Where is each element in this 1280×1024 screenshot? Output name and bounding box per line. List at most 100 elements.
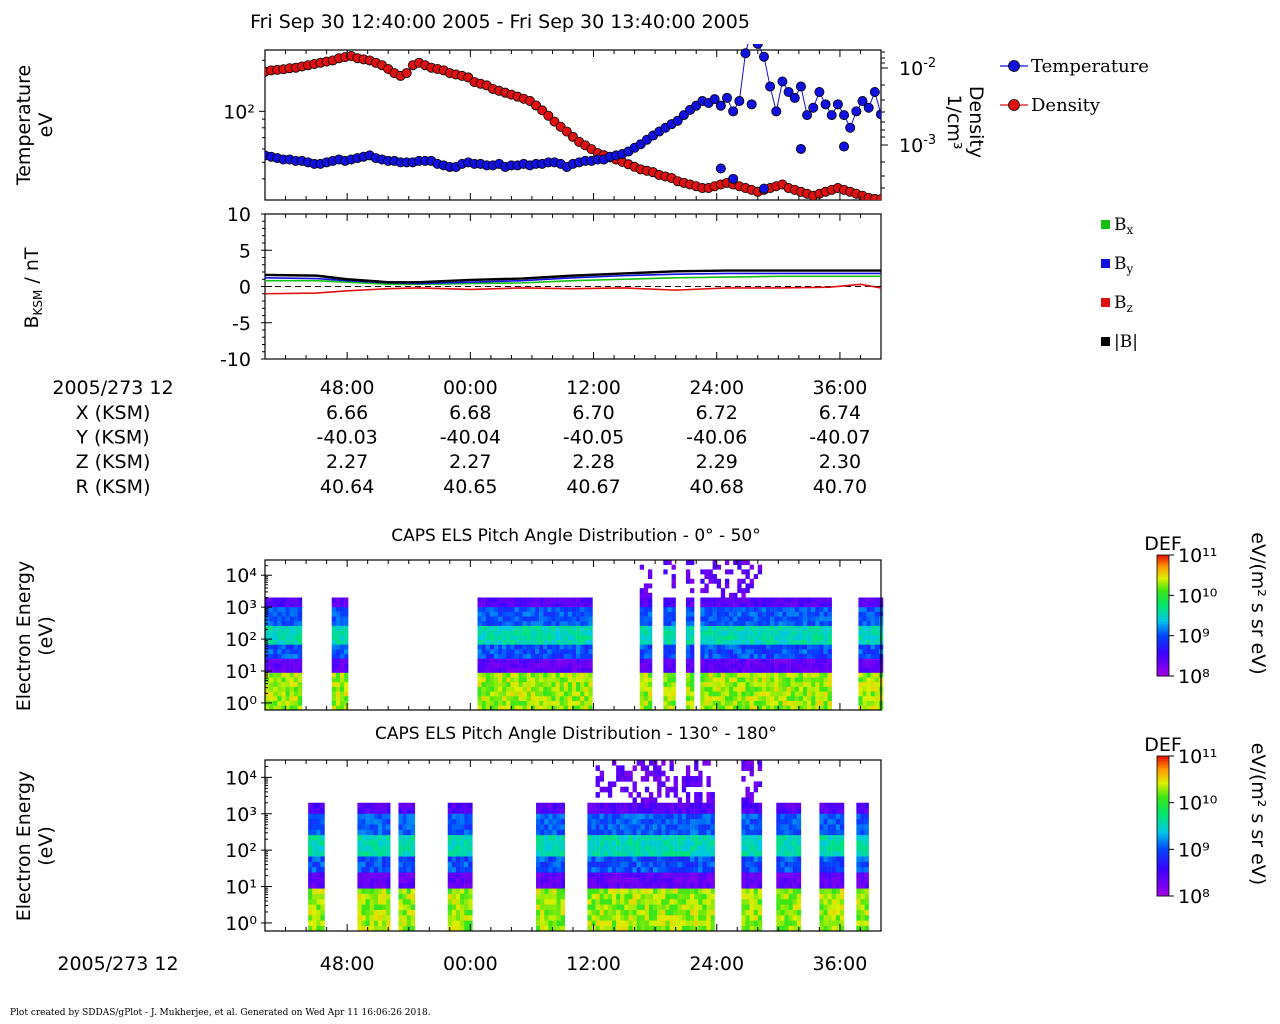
spectrogram-cell	[402, 898, 407, 905]
spectrogram-cell	[398, 818, 403, 825]
temperature-point	[728, 173, 739, 184]
spectrogram-cell	[685, 920, 691, 926]
spectrogram-cell	[780, 861, 785, 868]
spectrogram-cell	[796, 808, 802, 814]
spectrogram-cell	[694, 893, 699, 900]
spectrogram-cell	[802, 700, 808, 706]
spectrogram-cell	[788, 904, 793, 910]
spectrogram-cell	[860, 850, 865, 857]
spectrogram-cell	[460, 914, 465, 921]
spectrogram-cell	[653, 840, 658, 846]
spectrogram-cell	[331, 611, 337, 617]
spectrogram-cell	[632, 898, 637, 905]
spectrogram-cell	[560, 829, 565, 836]
spectrogram-cell	[860, 898, 865, 905]
spectrogram-cell	[552, 813, 557, 820]
spectrogram-cell	[616, 888, 621, 894]
spectrogram-cell	[402, 914, 407, 921]
spectrogram-cell	[831, 914, 837, 921]
spectrogram-cell	[673, 914, 678, 921]
spectrogram-cell	[839, 882, 845, 889]
spectrogram-cell	[530, 644, 536, 650]
spectrogram-cell	[563, 705, 569, 711]
spectrogram-cell	[571, 611, 577, 617]
spectrogram-cell	[708, 578, 713, 584]
spectrogram-cell	[377, 845, 383, 852]
spectrogram-cell	[643, 667, 649, 673]
spectrogram-cell	[766, 663, 771, 669]
spectrogram-cell	[698, 845, 703, 852]
spectrogram-cell	[835, 818, 841, 825]
spectrogram-cell	[860, 808, 865, 814]
spectrogram-cell	[540, 925, 545, 932]
spectrogram-cell	[331, 639, 337, 645]
spectrogram-cell	[636, 808, 641, 814]
spectrogram-cell	[514, 649, 519, 655]
els-pad-130-180-spectrogram	[308, 760, 869, 932]
spectrogram-cell	[398, 893, 403, 900]
spectrogram-cell	[522, 602, 528, 608]
spectrogram-cell	[770, 630, 775, 636]
spectrogram-cell	[620, 872, 625, 878]
spectrogram-cell	[827, 625, 832, 631]
spectrogram-cell	[819, 920, 824, 926]
spectrogram-cell	[720, 691, 726, 697]
spectrogram-cell	[535, 616, 540, 622]
spectrogram-cell	[571, 667, 577, 673]
spectrogram-cell	[373, 882, 379, 889]
spectrogram-cell	[788, 882, 793, 889]
spectrogram-cell	[616, 882, 621, 889]
spectrogram-cell	[580, 602, 585, 608]
spectrogram-cell	[312, 850, 317, 857]
spectrogram-cell	[671, 578, 676, 584]
spectrogram-cell	[544, 877, 549, 884]
spectrogram-cell	[576, 686, 581, 692]
spectrogram-cell	[786, 663, 791, 669]
spectrogram-cell	[704, 695, 709, 701]
spectrogram-cell	[657, 872, 662, 878]
spectrogram-cell	[588, 616, 593, 622]
spectrogram-cell	[753, 845, 759, 852]
spectrogram-cell	[710, 850, 715, 857]
spectrogram-cell	[539, 677, 544, 683]
spectrogram-cell	[481, 663, 486, 669]
spectrogram-cell	[745, 904, 750, 910]
spectrogram-cell	[663, 630, 668, 636]
spectrogram-cell	[514, 635, 519, 640]
spectrogram-cell	[653, 898, 658, 905]
spectrogram-cell	[398, 872, 403, 878]
spectrogram-cell	[344, 667, 349, 673]
spectrogram-cell	[690, 840, 695, 846]
temperature-point	[863, 102, 874, 113]
spectrogram-cell	[640, 840, 646, 846]
spectrogram-cell	[681, 856, 687, 862]
spectrogram-cell	[757, 658, 763, 664]
spectrogram-cell	[293, 700, 299, 706]
spectrogram-cell	[702, 802, 707, 809]
spectrogram-cell	[770, 620, 775, 626]
spectrogram-cell	[716, 681, 722, 687]
spectrogram-cell	[694, 920, 699, 926]
spectrogram-cell	[335, 663, 341, 669]
spectrogram-cell	[741, 845, 746, 852]
spectrogram-cell	[555, 691, 560, 697]
spectrogram-cell	[690, 920, 695, 926]
spectrogram-cell	[451, 861, 457, 868]
spectrogram-cell	[745, 663, 750, 669]
spectrogram-cell	[402, 856, 407, 862]
spectrogram-cell	[860, 813, 865, 820]
colorbar-segment	[1157, 641, 1169, 645]
spectrogram-cell	[587, 834, 592, 841]
spectrogram-cell	[640, 904, 646, 910]
spectrogram-cell	[770, 677, 775, 683]
spectrogram-cell	[827, 616, 832, 622]
spectrogram-cell	[870, 672, 876, 678]
spectrogram-cell	[669, 840, 674, 846]
spectrogram-cell	[643, 681, 649, 687]
spectrogram-cell	[661, 893, 666, 900]
spectrogram-cell	[653, 872, 658, 878]
spectrogram-cell	[599, 914, 605, 921]
spectrogram-cell	[535, 691, 540, 697]
spectrogram-cell	[281, 658, 286, 664]
spectrogram-cell	[757, 616, 763, 622]
